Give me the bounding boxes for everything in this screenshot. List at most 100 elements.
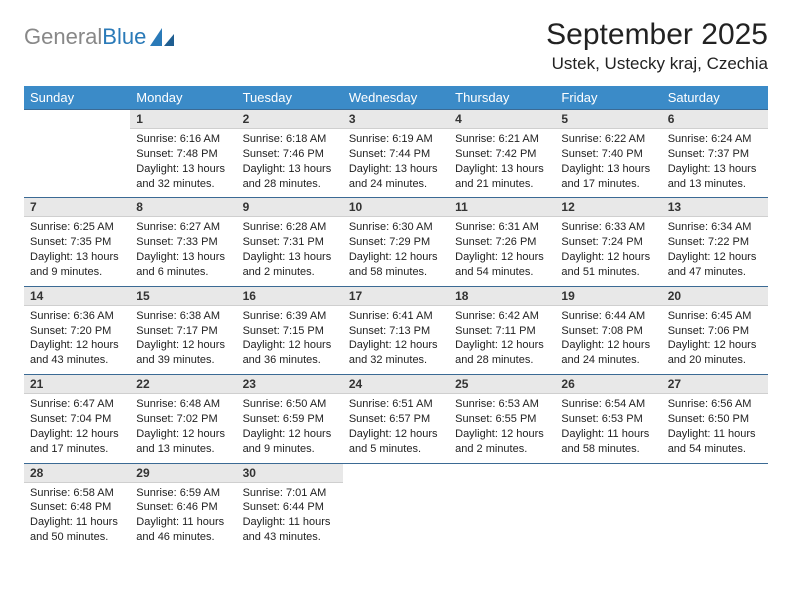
sunrise-text: Sunrise: 6:31 AM (455, 220, 549, 235)
sunrise-text: Sunrise: 6:58 AM (30, 486, 124, 501)
day-number-cell: 12 (555, 198, 661, 217)
day-content-cell: Sunrise: 6:53 AMSunset: 6:55 PMDaylight:… (449, 394, 555, 463)
sunrise-text: Sunrise: 6:21 AM (455, 132, 549, 147)
sunset-text: Sunset: 6:57 PM (349, 412, 443, 427)
weekday-header: Thursday (449, 86, 555, 110)
sunset-text: Sunset: 7:17 PM (136, 324, 230, 339)
daylight-text: Daylight: 12 hours and 13 minutes. (136, 427, 230, 457)
sunrise-text: Sunrise: 6:39 AM (243, 309, 337, 324)
day-content-cell: Sunrise: 6:50 AMSunset: 6:59 PMDaylight:… (237, 394, 343, 463)
sunrise-text: Sunrise: 6:53 AM (455, 397, 549, 412)
day-content-cell: Sunrise: 6:31 AMSunset: 7:26 PMDaylight:… (449, 217, 555, 286)
daylight-text: Daylight: 12 hours and 39 minutes. (136, 338, 230, 368)
sunrise-text: Sunrise: 6:25 AM (30, 220, 124, 235)
sunset-text: Sunset: 7:31 PM (243, 235, 337, 250)
day-content-cell: Sunrise: 6:22 AMSunset: 7:40 PMDaylight:… (555, 129, 661, 198)
day-number-cell: 4 (449, 110, 555, 129)
day-content-cell: Sunrise: 6:19 AMSunset: 7:44 PMDaylight:… (343, 129, 449, 198)
day-number-cell: 29 (130, 463, 236, 482)
daylight-text: Daylight: 13 hours and 2 minutes. (243, 250, 337, 280)
logo: GeneralBlue (24, 24, 178, 50)
day-content-cell: Sunrise: 6:21 AMSunset: 7:42 PMDaylight:… (449, 129, 555, 198)
day-number-cell (449, 463, 555, 482)
day-content-cell: Sunrise: 6:38 AMSunset: 7:17 PMDaylight:… (130, 305, 236, 374)
daynum-row: 78910111213 (24, 198, 768, 217)
sunrise-text: Sunrise: 6:42 AM (455, 309, 549, 324)
sunrise-text: Sunrise: 6:22 AM (561, 132, 655, 147)
day-content-cell: Sunrise: 6:24 AMSunset: 7:37 PMDaylight:… (662, 129, 768, 198)
sunset-text: Sunset: 7:13 PM (349, 324, 443, 339)
sunset-text: Sunset: 6:48 PM (30, 500, 124, 515)
day-number-cell: 15 (130, 286, 236, 305)
sunset-text: Sunset: 7:46 PM (243, 147, 337, 162)
sunrise-text: Sunrise: 6:18 AM (243, 132, 337, 147)
content-row: Sunrise: 6:58 AMSunset: 6:48 PMDaylight:… (24, 482, 768, 551)
day-content-cell: Sunrise: 6:28 AMSunset: 7:31 PMDaylight:… (237, 217, 343, 286)
daylight-text: Daylight: 12 hours and 20 minutes. (668, 338, 762, 368)
day-content-cell: Sunrise: 6:33 AMSunset: 7:24 PMDaylight:… (555, 217, 661, 286)
sunset-text: Sunset: 7:40 PM (561, 147, 655, 162)
sunrise-text: Sunrise: 6:28 AM (243, 220, 337, 235)
day-content-cell (343, 482, 449, 551)
content-row: Sunrise: 6:47 AMSunset: 7:04 PMDaylight:… (24, 394, 768, 463)
day-number-cell: 7 (24, 198, 130, 217)
day-content-cell: Sunrise: 6:42 AMSunset: 7:11 PMDaylight:… (449, 305, 555, 374)
content-row: Sunrise: 6:25 AMSunset: 7:35 PM Daylight:… (24, 217, 768, 286)
sunset-text: Sunset: 7:44 PM (349, 147, 443, 162)
day-content-cell: Sunrise: 6:30 AMSunset: 7:29 PMDaylight:… (343, 217, 449, 286)
sunrise-text: Sunrise: 6:33 AM (561, 220, 655, 235)
day-content-cell (662, 482, 768, 551)
sunset-text: Sunset: 6:50 PM (668, 412, 762, 427)
sunset-text: Sunset: 7:35 PM (30, 235, 124, 250)
daylight-text: Daylight: 12 hours and 2 minutes. (455, 427, 549, 457)
daylight-text: Daylight: 12 hours and 47 minutes. (668, 250, 762, 280)
content-row: Sunrise: 6:36 AMSunset: 7:20 PMDaylight:… (24, 305, 768, 374)
day-number-cell: 30 (237, 463, 343, 482)
calendar-table: Sunday Monday Tuesday Wednesday Thursday… (24, 86, 768, 551)
daylight-text: Daylight: 11 hours and 50 minutes. (30, 515, 124, 545)
day-content-cell: Sunrise: 6:51 AMSunset: 6:57 PMDaylight:… (343, 394, 449, 463)
daylight-text: Daylight: 11 hours and 43 minutes. (243, 515, 337, 545)
sunrise-text: Sunrise: 6:19 AM (349, 132, 443, 147)
day-number-cell: 26 (555, 375, 661, 394)
sunset-text: Sunset: 7:33 PM (136, 235, 230, 250)
sunrise-text: Sunrise: 6:34 AM (668, 220, 762, 235)
day-number-cell (555, 463, 661, 482)
sunrise-text: Sunrise: 7:01 AM (243, 486, 337, 501)
sunrise-text: Sunrise: 6:50 AM (243, 397, 337, 412)
sunset-text: Sunset: 7:15 PM (243, 324, 337, 339)
day-content-cell: Sunrise: 6:27 AMSunset: 7:33 PMDaylight:… (130, 217, 236, 286)
day-content-cell: Sunrise: 6:25 AMSunset: 7:35 PMDaylight:… (24, 217, 130, 286)
sunrise-text: Sunrise: 6:44 AM (561, 309, 655, 324)
day-number-cell: 16 (237, 286, 343, 305)
day-content-cell: Sunrise: 6:34 AMSunset: 7:22 PMDaylight:… (662, 217, 768, 286)
day-number-cell: 1 (130, 110, 236, 129)
daylight-text: Daylight: 12 hours and 32 minutes. (349, 338, 443, 368)
day-number-cell: 25 (449, 375, 555, 394)
daylight-text: Daylight: 12 hours and 5 minutes. (349, 427, 443, 457)
month-title: September 2025 (546, 18, 768, 52)
daylight-text: Daylight: 12 hours and 17 minutes. (30, 427, 124, 457)
day-number-cell: 19 (555, 286, 661, 305)
daylight-text: Daylight: 12 hours and 54 minutes. (455, 250, 549, 280)
daylight-text: Daylight: 13 hours and 21 minutes. (455, 162, 549, 192)
daylight-text: Daylight: 12 hours and 36 minutes. (243, 338, 337, 368)
sunrise-text: Sunrise: 6:51 AM (349, 397, 443, 412)
sunset-text: Sunset: 7:29 PM (349, 235, 443, 250)
daynum-row: 282930 (24, 463, 768, 482)
daylight-text: Daylight: 13 hours and 6 minutes. (136, 250, 230, 280)
day-number-cell: 8 (130, 198, 236, 217)
sunset-text: Sunset: 7:37 PM (668, 147, 762, 162)
daylight-text: Daylight: 12 hours and 51 minutes. (561, 250, 655, 280)
day-content-cell: Sunrise: 6:44 AMSunset: 7:08 PMDaylight:… (555, 305, 661, 374)
sunrise-text: Sunrise: 6:56 AM (668, 397, 762, 412)
sunrise-text: Sunrise: 6:41 AM (349, 309, 443, 324)
day-number-cell: 11 (449, 198, 555, 217)
day-number-cell: 17 (343, 286, 449, 305)
weekday-header: Tuesday (237, 86, 343, 110)
daynum-row: 123456 (24, 110, 768, 129)
day-number-cell: 6 (662, 110, 768, 129)
daylight-text: Daylight: 11 hours and 54 minutes. (668, 427, 762, 457)
sunset-text: Sunset: 7:20 PM (30, 324, 124, 339)
title-block: September 2025 Ustek, Ustecky kraj, Czec… (546, 18, 768, 82)
